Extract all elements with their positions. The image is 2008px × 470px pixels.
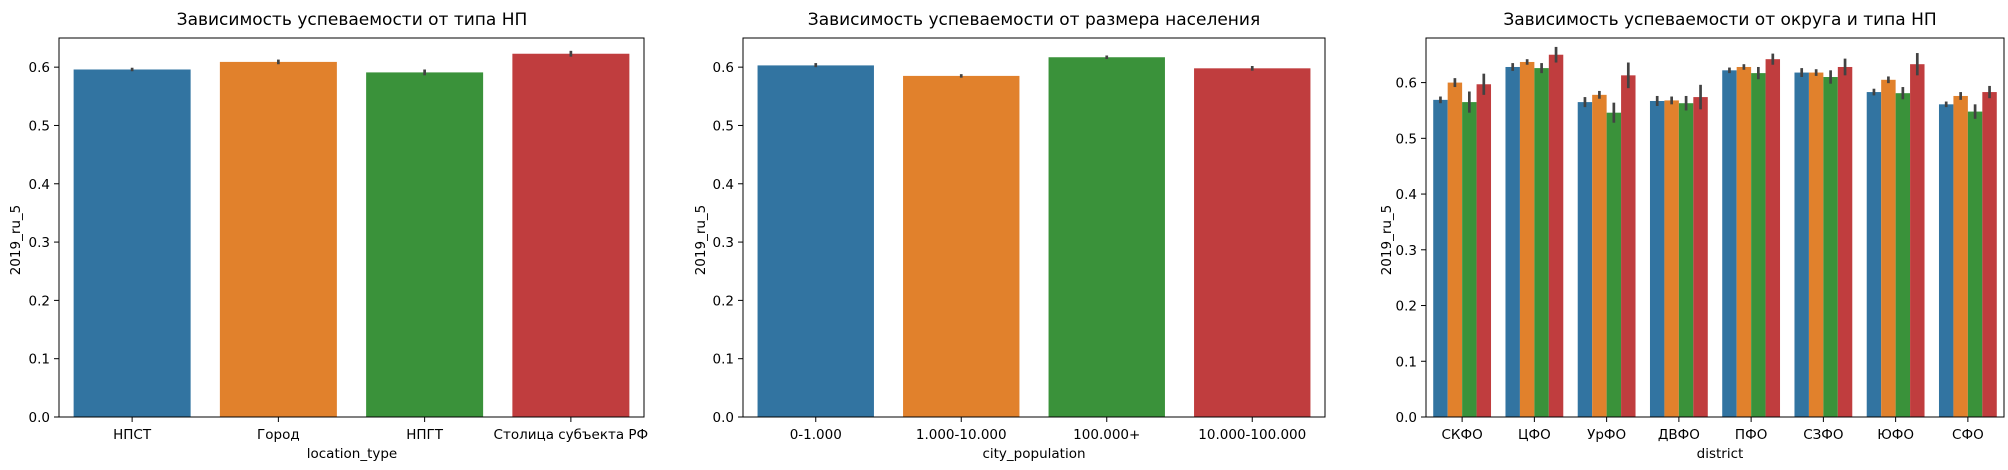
y-tick-label: 0.3: [713, 235, 734, 251]
x-tick-label: СКФО: [1441, 427, 1482, 443]
bar: [1534, 68, 1549, 418]
bar: [757, 65, 874, 418]
x-axis-label: location_type: [307, 446, 397, 462]
plot-frame: [1425, 37, 2005, 418]
y-tick-label: 0.5: [29, 118, 50, 134]
bar: [1621, 75, 1636, 417]
y-tick-label: 0.0: [1396, 410, 1417, 426]
chart-title: Зависимость успеваемости от типа НП: [177, 10, 528, 30]
y-tick-label: 0.2: [713, 293, 734, 309]
y-axis-label: 2019_ru_5: [693, 205, 709, 276]
y-tick-label: 0.1: [1396, 354, 1417, 370]
y-tick-label: 0.6: [713, 60, 734, 76]
x-tick-label: ЦФО: [1518, 427, 1551, 443]
x-tick-label: ДВФО: [1658, 427, 1700, 443]
x-tick-label: 1.000-10.000: [916, 427, 1007, 443]
x-tick-label: УрФО: [1587, 427, 1626, 443]
bar: [1765, 59, 1781, 417]
bar: [1664, 100, 1679, 418]
bar: [1505, 66, 1520, 417]
bar: [1823, 77, 1838, 417]
bar: [1447, 82, 1463, 418]
y-axis-label: 2019_ru_5: [1379, 205, 1395, 276]
x-tick-label: СЗФО: [1803, 427, 1843, 443]
y-tick-label: 0.0: [29, 410, 50, 426]
x-tick-label: ПФО: [1735, 427, 1767, 443]
bar: [512, 53, 630, 418]
x-tick-label: СФО: [1952, 427, 1984, 443]
plot-frame: [742, 37, 1326, 418]
chart-title: Зависимость успеваемости от размера насе…: [808, 10, 1260, 30]
bar: [1462, 102, 1477, 418]
bar: [1433, 99, 1448, 417]
bar: [1837, 66, 1853, 417]
chart-location-type: Зависимость успеваемости от типа НП loca…: [8, 10, 648, 462]
bar: [1194, 68, 1311, 417]
y-tick-label: 0.1: [713, 352, 734, 368]
bar: [1577, 102, 1593, 418]
y-tick-label: 0.2: [1396, 299, 1417, 315]
x-tick-label: Город: [257, 427, 300, 443]
y-tick-label: 0.4: [1396, 187, 1417, 203]
bar: [1881, 79, 1896, 418]
y-tick-label: 0.4: [29, 177, 50, 193]
y-tick-label: 0.3: [1396, 243, 1417, 259]
y-tick-label: 0.3: [29, 235, 50, 251]
x-tick-label: Столица субъекта РФ: [494, 427, 649, 443]
x-tick-label: НПСТ: [113, 427, 152, 443]
bar: [1736, 66, 1752, 417]
bar: [1866, 92, 1882, 417]
bar: [903, 75, 1020, 418]
x-tick-label: НПГТ: [406, 427, 444, 443]
chart-title: Зависимость успеваемости от округа и тип…: [1503, 10, 1936, 30]
bar: [1649, 100, 1665, 417]
y-tick-label: 0.5: [1396, 131, 1417, 147]
chart-city-population: Зависимость успеваемости от размера насе…: [693, 10, 1326, 462]
bar: [1722, 70, 1737, 417]
y-tick-label: 0.4: [713, 177, 734, 193]
bar: [1678, 103, 1694, 417]
y-tick-label: 0.0: [713, 410, 734, 426]
y-axis-label: 2019_ru_5: [8, 205, 24, 276]
y-tick-label: 0.6: [29, 60, 50, 76]
bar: [1519, 61, 1535, 417]
bar: [1794, 72, 1809, 418]
bar: [1953, 95, 1968, 417]
bar: [1967, 111, 1983, 417]
bar: [1751, 73, 1766, 418]
y-tick-label: 0.2: [29, 293, 50, 309]
plot-frame: [58, 37, 645, 418]
x-tick-label: ЮФО: [1877, 427, 1914, 443]
x-axis-label: district: [1697, 446, 1744, 462]
x-axis-label: city_population: [982, 446, 1085, 462]
bar: [1693, 97, 1708, 418]
x-tick-label: 100.000+: [1073, 427, 1140, 443]
bar: [1938, 104, 1954, 417]
y-tick-label: 0.5: [713, 118, 734, 134]
bar: [1548, 54, 1564, 418]
bar: [73, 69, 191, 418]
bar: [1910, 64, 1925, 417]
bar: [1048, 57, 1165, 417]
bar: [1476, 84, 1492, 418]
bar: [1895, 93, 1911, 417]
x-tick-label: 0-1.000: [790, 427, 842, 443]
chart-district: Зависимость успеваемости от округа и тип…: [1379, 10, 2005, 462]
bar: [219, 61, 337, 417]
bar: [1606, 112, 1622, 417]
bar: [1982, 92, 1997, 417]
x-tick-label: 10.000-100.000: [1198, 427, 1306, 443]
bar: [1808, 72, 1824, 418]
y-tick-label: 0.6: [1396, 76, 1417, 92]
y-tick-label: 0.1: [29, 352, 50, 368]
bar: [366, 72, 484, 417]
bar: [1592, 94, 1607, 417]
